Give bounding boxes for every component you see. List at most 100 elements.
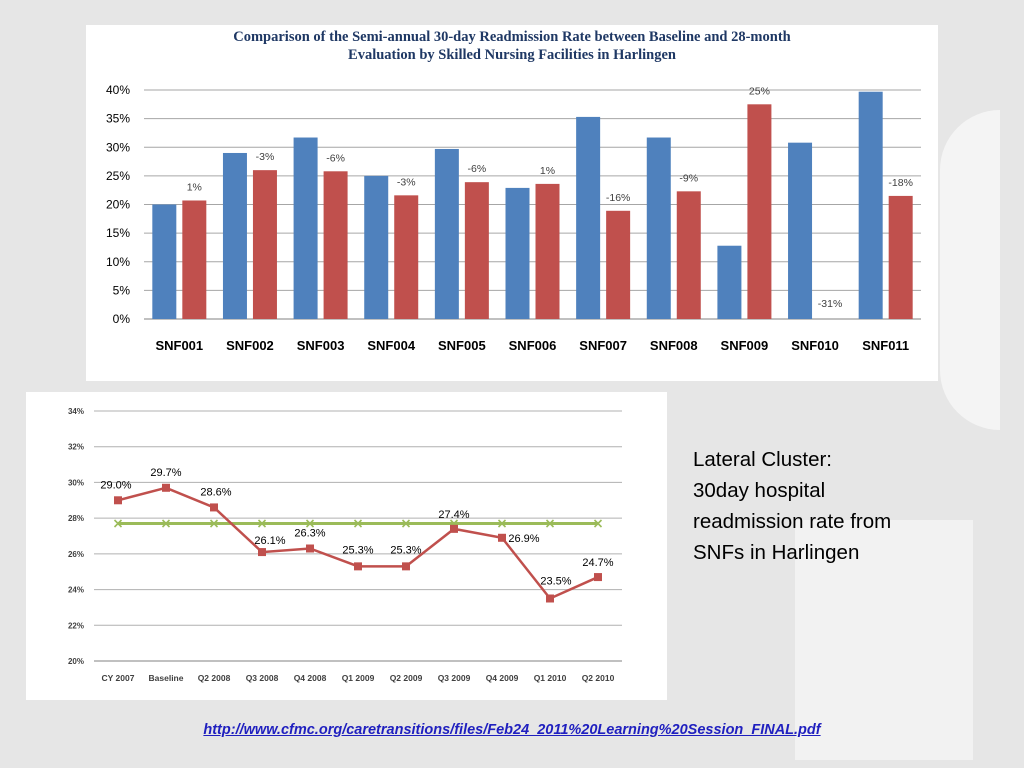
evaluation-bar — [888, 195, 913, 319]
line-data-label: 26.9% — [508, 533, 539, 545]
average-marker — [353, 519, 363, 528]
average-marker — [497, 519, 507, 528]
average-marker — [401, 519, 411, 528]
bar-category-label: SNF011 — [862, 338, 909, 353]
bar-category-label: SNF010 — [791, 338, 839, 353]
bar-chart: 0% 5% 10% 15% 20% 25% 30% 35% 40% 1% SNF001 -3% SNF0… — [106, 83, 921, 353]
evaluation-bar — [252, 170, 277, 319]
line-ytick-label: 26% — [68, 550, 84, 559]
side-text-line1: Lateral Cluster: — [693, 448, 833, 471]
line-data-label: 26.1% — [254, 535, 285, 547]
evaluation-bar — [747, 104, 772, 319]
bar-ytick-label: 0% — [113, 312, 131, 326]
background-shape-right — [795, 520, 973, 760]
bar-category-label: SNF006 — [509, 338, 557, 353]
evaluation-bar — [394, 195, 419, 319]
readmission-marker — [210, 503, 218, 512]
side-text-line4: SNFs in Harlingen — [693, 541, 860, 564]
bar-change-label: -3% — [397, 176, 416, 188]
line-chart: 20% 22% 24% 26% 28% 30% 32% 34% 29.0% 29.7% 28.6% 2… — [68, 407, 622, 683]
bar-ytick-label: 20% — [106, 198, 130, 212]
bar-change-label: -18% — [888, 177, 913, 189]
readmission-marker — [498, 533, 506, 542]
bar-change-label: -9% — [679, 172, 698, 184]
readmission-marker — [546, 594, 554, 603]
line-data-label: 25.3% — [390, 544, 421, 556]
baseline-bar — [858, 91, 883, 319]
bar-change-label: -6% — [326, 152, 345, 164]
readmission-marker — [354, 562, 362, 571]
bar-ytick-label: 5% — [113, 283, 131, 297]
bar-ytick-label: 35% — [106, 112, 130, 126]
line-data-label: 29.0% — [100, 479, 131, 491]
bar-change-label: -6% — [468, 163, 487, 175]
baseline-bar — [364, 175, 389, 319]
side-text-line2: 30day hospital — [693, 479, 826, 502]
line-category-label: CY 2007 — [102, 673, 135, 683]
line-ytick-label: 30% — [68, 478, 84, 487]
bar-change-label: -31% — [818, 298, 843, 310]
bar-ytick-label: 40% — [106, 83, 130, 97]
bar-chart-title-line1: Comparison of the Semi-annual 30-day Rea… — [233, 29, 791, 45]
bar-category-label: SNF002 — [226, 338, 274, 353]
average-marker — [209, 519, 219, 528]
bar-category-label: SNF005 — [438, 338, 486, 353]
line-ytick-label: 20% — [68, 657, 84, 666]
bar-change-label: -16% — [606, 192, 631, 204]
readmission-marker — [258, 548, 266, 557]
line-data-label: 24.7% — [582, 557, 613, 569]
evaluation-bar — [464, 182, 489, 319]
average-marker — [305, 519, 315, 528]
average-marker — [257, 519, 267, 528]
baseline-bar — [434, 148, 459, 319]
side-description: Lateral Cluster: 30day hospital readmiss… — [693, 444, 1013, 568]
bar-chart-title-line2: Evaluation by Skilled Nursing Facilities… — [348, 47, 676, 63]
evaluation-bar — [182, 200, 207, 319]
line-category-label: Q1 2009 — [342, 673, 375, 683]
baseline-bar — [788, 142, 813, 319]
line-data-label: 23.5% — [540, 576, 571, 588]
line-category-label: Q3 2008 — [246, 673, 279, 683]
line-ytick-label: 32% — [68, 443, 84, 452]
baseline-bar — [717, 245, 742, 319]
line-chart-panel: 20% 22% 24% 26% 28% 30% 32% 34% 29.0% 29.7% 28.6% 2… — [26, 392, 667, 700]
baseline-bar — [505, 187, 530, 319]
bar-change-label: -3% — [256, 151, 275, 163]
line-category-label: Q3 2009 — [438, 673, 471, 683]
average-marker — [161, 519, 171, 528]
bar-category-label: SNF004 — [367, 338, 415, 353]
readmission-marker — [402, 562, 410, 571]
line-data-label: 29.7% — [150, 467, 181, 479]
evaluation-bar — [323, 171, 348, 319]
average-marker — [545, 519, 555, 528]
line-ytick-label: 24% — [68, 586, 84, 595]
background-shape-curve — [940, 110, 1000, 430]
bar-ytick-label: 25% — [106, 169, 130, 183]
baseline-bar — [646, 137, 671, 319]
bar-change-label: 25% — [749, 85, 770, 97]
line-ytick-label: 34% — [68, 407, 84, 416]
bar-category-label: SNF007 — [579, 338, 627, 353]
line-data-label: 25.3% — [342, 544, 373, 556]
line-data-label: 27.4% — [438, 509, 469, 521]
readmission-marker — [162, 483, 170, 492]
readmission-marker — [450, 524, 458, 533]
bar-category-label: SNF003 — [297, 338, 345, 353]
average-marker — [113, 519, 123, 528]
readmission-marker — [114, 496, 122, 505]
bar-category-label: SNF001 — [155, 338, 203, 353]
average-marker — [593, 519, 603, 528]
bar-change-label: 1% — [540, 165, 555, 177]
bar-ytick-label: 15% — [106, 226, 130, 240]
bar-category-label: SNF008 — [650, 338, 698, 353]
source-link[interactable]: http://www.cfmc.org/caretransitions/file… — [203, 722, 821, 738]
line-category-label: Q2 2010 — [582, 673, 615, 683]
readmission-marker — [594, 573, 602, 582]
line-category-label: Q4 2008 — [294, 673, 327, 683]
baseline-bar — [293, 137, 318, 319]
bar-change-label: 1% — [187, 181, 202, 193]
line-data-label: 26.3% — [294, 528, 325, 540]
evaluation-bar — [676, 191, 701, 319]
line-data-label: 28.6% — [200, 486, 231, 498]
bar-chart-panel: Comparison of the Semi-annual 30-day Rea… — [86, 25, 938, 381]
